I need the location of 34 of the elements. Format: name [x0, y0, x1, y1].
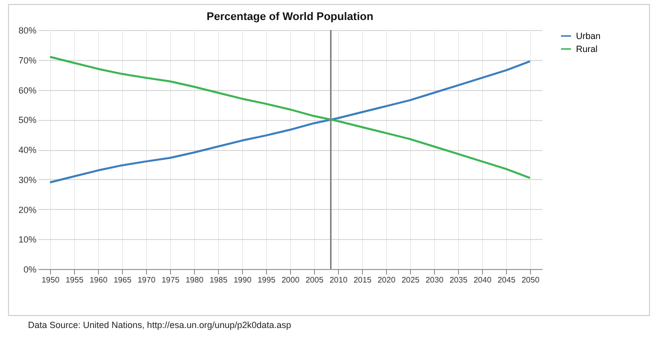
x-tick-label: 1970 [138, 276, 156, 284]
x-tick-label: 2025 [402, 276, 420, 284]
x-tick-label: 2015 [354, 276, 372, 284]
y-tick-label: 60% [18, 85, 36, 96]
x-tick-label: 2035 [450, 276, 468, 284]
x-tick-label: 1965 [114, 276, 132, 284]
x-tick-label: 2010 [330, 276, 348, 284]
x-tick-label: 1985 [210, 276, 228, 284]
x-tick-label: 1995 [258, 276, 276, 284]
x-tick-label: 2050 [522, 276, 540, 284]
x-tick-label: 2020 [378, 276, 396, 284]
x-tick-label: 2000 [282, 276, 300, 284]
y-tick-label: 40% [18, 145, 36, 155]
y-tick-label: 0% [23, 264, 36, 274]
x-tick-label: 1955 [66, 276, 84, 284]
legend-label: Rural [576, 44, 598, 54]
x-tick-label: 2005 [306, 276, 324, 284]
y-tick-label: 70% [18, 55, 36, 66]
legend-label: Urban [576, 31, 601, 41]
x-tick-label: 1975 [162, 276, 180, 284]
x-tick-label: 2045 [498, 276, 516, 284]
x-tick-label: 1980 [186, 276, 204, 284]
y-tick-label: 30% [18, 174, 36, 185]
y-tick-label: 50% [18, 115, 36, 126]
y-tick-label: 80% [18, 26, 36, 36]
x-tick-label: 2030 [426, 276, 444, 284]
x-tick-label: 1990 [234, 276, 252, 284]
y-tick-label: 10% [18, 234, 36, 245]
source-note: Data Source: United Nations, http://esa.un.org/unup/p2k0data.asp [28, 320, 292, 330]
x-tick-label: 1950 [42, 276, 60, 284]
x-tick-label: 2040 [474, 276, 492, 284]
x-tick-label: 1960 [90, 276, 108, 284]
y-tick-label: 20% [18, 204, 36, 215]
chart-title: Percentage of World Population [206, 11, 374, 23]
